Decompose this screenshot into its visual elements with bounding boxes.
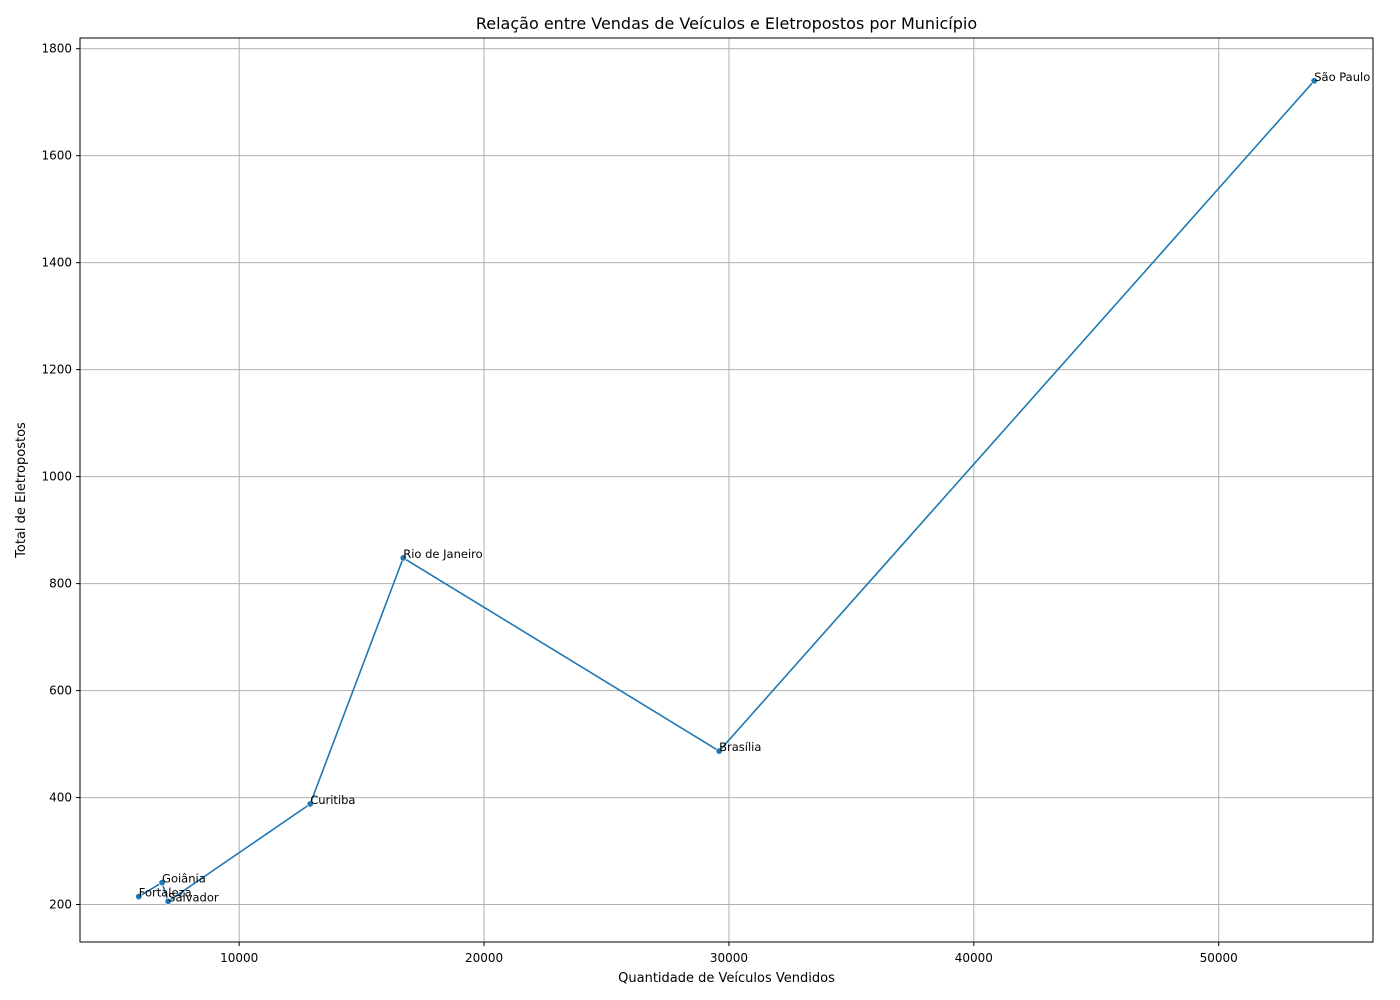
y-tick-label: 1800: [41, 42, 72, 56]
point-label: Brasília: [719, 740, 761, 754]
x-axis-label: Quantidade de Veículos Vendidos: [618, 971, 835, 986]
x-tick-label: 30000: [710, 951, 748, 965]
x-tick-label: 10000: [220, 951, 258, 965]
point-label: Rio de Janeiro: [403, 547, 482, 561]
x-tick-label: 40000: [955, 951, 993, 965]
x-tick-label: 20000: [465, 951, 503, 965]
y-axis-label: Total de Eletropostos: [14, 422, 29, 559]
y-tick-label: 1600: [41, 149, 72, 163]
grid-layer: [80, 38, 1373, 942]
y-tick-label: 200: [49, 898, 72, 912]
point-label: Goiânia: [162, 872, 206, 886]
y-tick-label: 1000: [41, 470, 72, 484]
data-point: [399, 554, 407, 562]
series-line: [138, 80, 1315, 903]
y-tick-label: 800: [49, 577, 72, 591]
point-label: Fortaleza: [139, 886, 192, 900]
data-point: [158, 879, 166, 887]
point-label: Curitiba: [310, 793, 355, 807]
data-point: [135, 893, 143, 901]
y-tick-label: 1200: [41, 363, 72, 377]
data-point: [1310, 77, 1318, 85]
data-point: [715, 747, 723, 755]
x-tick-label: 50000: [1200, 951, 1238, 965]
y-tick-label: 600: [49, 684, 72, 698]
data-point: [164, 897, 172, 905]
y-tick-label: 1400: [41, 256, 72, 270]
point-label: São Paulo: [1314, 70, 1370, 84]
chart-title: Relação entre Vendas de Veículos e Eletr…: [476, 14, 977, 33]
data-point: [306, 800, 314, 808]
y-tick-label: 400: [49, 791, 72, 805]
plot-frame: [79, 37, 1374, 943]
point-label: Salvador: [168, 890, 219, 904]
ticks-layer: 10000 20000 30000 40000 50000 200 400 600 800 100…: [41, 42, 1237, 965]
